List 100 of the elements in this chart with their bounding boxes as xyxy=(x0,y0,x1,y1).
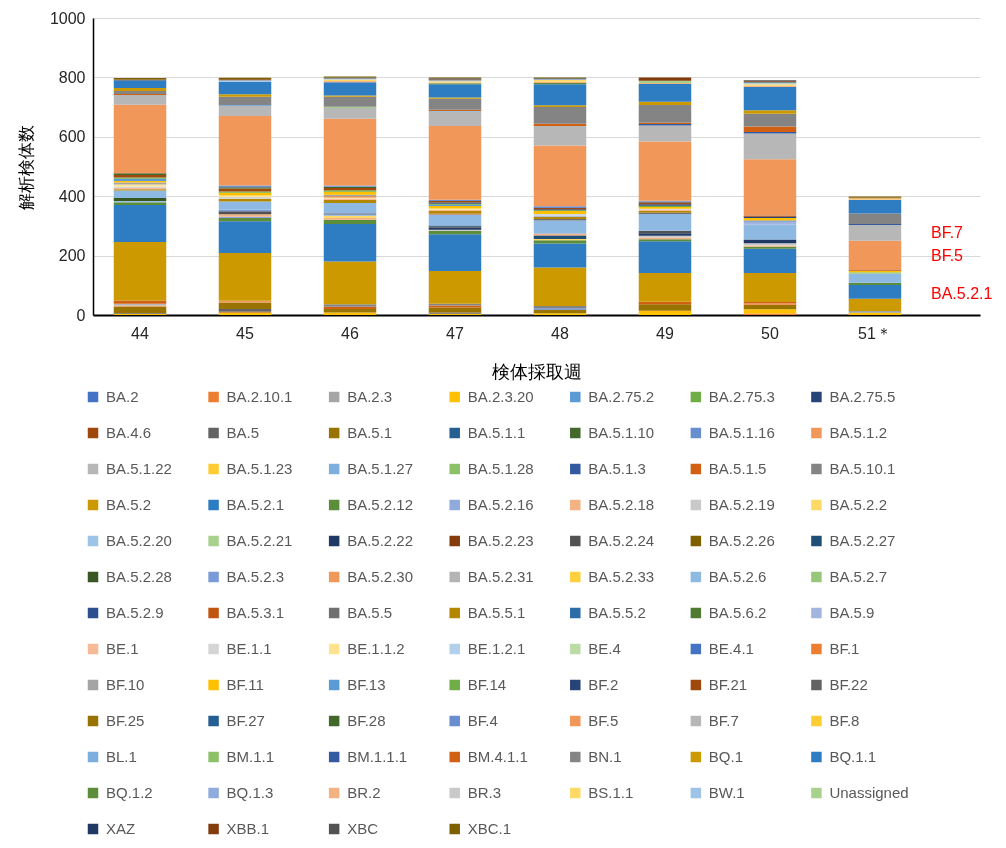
y-axis-title: 解析検体数 xyxy=(16,124,36,210)
legend-label: BF.11 xyxy=(226,676,264,693)
legend-label: BF.5 xyxy=(588,712,619,729)
legend-label: BA.5.1.5 xyxy=(708,460,767,477)
legend-label: BA.5.3.1 xyxy=(226,604,285,621)
legend-label: BF.4 xyxy=(467,712,498,729)
legend-label: BA.5.2.24 xyxy=(588,532,655,549)
legend-label: BF.10 xyxy=(106,676,145,693)
legend-label: BA.5.2.22 xyxy=(347,532,414,549)
legend-label: BA.5.2.16 xyxy=(467,496,534,513)
annotation: BA.5.2.1 xyxy=(931,285,993,302)
legend-label: BL.1 xyxy=(106,748,137,765)
legend-label: BA.5.2 xyxy=(106,496,152,513)
legend-label: BE.1.2.1 xyxy=(467,640,526,657)
legend-label: BA.5.2.33 xyxy=(588,568,655,585)
legend-label: BE.4.1 xyxy=(708,640,754,657)
annotation: BF.7 xyxy=(931,224,964,241)
legend-label: BA.2.75.5 xyxy=(829,388,896,405)
legend-label: BA.5.2.23 xyxy=(467,532,534,549)
legend-label: BF.22 xyxy=(829,676,868,693)
legend-label: BA.5.1.2 xyxy=(829,424,887,441)
legend-label: Unassigned xyxy=(829,784,909,801)
legend-label: BQ.1.2 xyxy=(106,784,153,801)
x-tick-label: 45 xyxy=(236,324,254,342)
legend-label: BW.1 xyxy=(708,784,745,801)
legend-label: BA.5.1.27 xyxy=(347,460,414,477)
legend-label: BA.5.10.1 xyxy=(829,460,896,477)
y-tick-label: 600 xyxy=(58,128,86,146)
legend-label: BF.27 xyxy=(226,712,265,729)
y-tick-label: 200 xyxy=(58,247,86,265)
legend-label: XAZ xyxy=(106,820,136,837)
legend-label: BA.5.2.9 xyxy=(106,604,164,621)
legend-label: BA.5.1.10 xyxy=(588,424,655,441)
legend-label: BF.2 xyxy=(588,676,619,693)
legend-label: BA.2.75.2 xyxy=(588,388,655,405)
legend-label: BS.1.1 xyxy=(588,784,634,801)
legend-label: BF.25 xyxy=(106,712,145,729)
legend-label: BE.4 xyxy=(588,640,621,657)
legend-label: BA.5.2.7 xyxy=(829,568,887,585)
x-tick-label: 48 xyxy=(551,324,569,342)
legend-label: BQ.1.1 xyxy=(829,748,877,765)
legend-label: BA.5.1.23 xyxy=(226,460,293,477)
legend-label: BM.1.1 xyxy=(226,748,275,765)
legend-label: BA.5.2.6 xyxy=(708,568,767,585)
legend-label: XBB.1 xyxy=(226,820,270,837)
legend-label: BA.5.5.2 xyxy=(588,604,646,621)
legend-label: BE.1 xyxy=(106,640,139,657)
x-tick-label: 49 xyxy=(656,324,674,342)
legend-label: BA.5.2.28 xyxy=(106,568,172,585)
legend-label: BQ.1 xyxy=(708,748,744,765)
legend-label: BA.5.2.30 xyxy=(347,568,414,585)
legend-label: BA.5.5.1 xyxy=(467,604,526,621)
legend-label: BM.1.1.1 xyxy=(347,748,408,765)
legend-label: BA.4.6 xyxy=(106,424,152,441)
legend-label: BF.8 xyxy=(829,712,860,729)
legend-label: BE.1.1.2 xyxy=(347,640,405,657)
x-tick-label: 47 xyxy=(446,324,464,342)
y-tick-label: 0 xyxy=(76,306,86,324)
legend-label: BA.2 xyxy=(106,388,139,405)
legend-label: BF.13 xyxy=(347,676,386,693)
legend-label: BA.2.75.3 xyxy=(708,388,775,405)
legend-label: BF.7 xyxy=(708,712,739,729)
x-tick-label: 44 xyxy=(131,324,149,342)
legend-label: BA.5.5 xyxy=(347,604,393,621)
legend-label: BF.28 xyxy=(347,712,386,729)
legend-label: BF.14 xyxy=(467,676,507,693)
y-tick-label: 400 xyxy=(58,187,86,205)
annotation: BF.5 xyxy=(931,247,964,264)
legend-label: BA.2.3.20 xyxy=(467,388,534,405)
legend-label: XBC xyxy=(347,820,379,837)
legend-label: BA.2.3 xyxy=(347,388,393,405)
legend-label: BA.5.2.26 xyxy=(708,532,775,549)
legend-label: BF.21 xyxy=(708,676,748,693)
legend-label: BA.5.2.1 xyxy=(226,496,285,513)
legend-label: BA.5.1.16 xyxy=(708,424,775,441)
y-tick-label: 800 xyxy=(58,68,86,86)
legend-label: BM.4.1.1 xyxy=(467,748,528,765)
legend-label: BE.1.1 xyxy=(226,640,272,657)
legend-label: BA.5 xyxy=(226,424,260,441)
legend-label: BN.1 xyxy=(588,748,622,765)
legend-label: BA.5.9 xyxy=(829,604,875,621)
x-tick-label: 51＊ xyxy=(858,324,892,342)
legend-label: BA.5.2.31 xyxy=(467,568,534,585)
legend-label: BA.5.1 xyxy=(347,424,393,441)
legend-label: BR.2 xyxy=(347,784,381,801)
legend-label: BA.5.2.27 xyxy=(829,532,896,549)
legend-label: BA.5.1.3 xyxy=(588,460,646,477)
x-axis-title: 検体採取週 xyxy=(492,361,582,382)
legend-label: BA.5.2.12 xyxy=(347,496,414,513)
legend-label: BA.5.2.3 xyxy=(226,568,285,585)
legend-label: BA.2.10.1 xyxy=(226,388,293,405)
legend-label: BF.1 xyxy=(829,640,860,657)
legend-label: BR.3 xyxy=(467,784,502,801)
x-tick-label: 46 xyxy=(341,324,359,342)
legend-label: XBC.1 xyxy=(467,820,512,837)
legend-label: BA.5.2.18 xyxy=(588,496,655,513)
y-tick-label: 1000 xyxy=(49,9,86,27)
legend-label: BQ.1.3 xyxy=(226,784,274,801)
legend-label: BA.5.1.22 xyxy=(106,460,172,477)
legend-label: BA.5.2.20 xyxy=(106,532,172,549)
